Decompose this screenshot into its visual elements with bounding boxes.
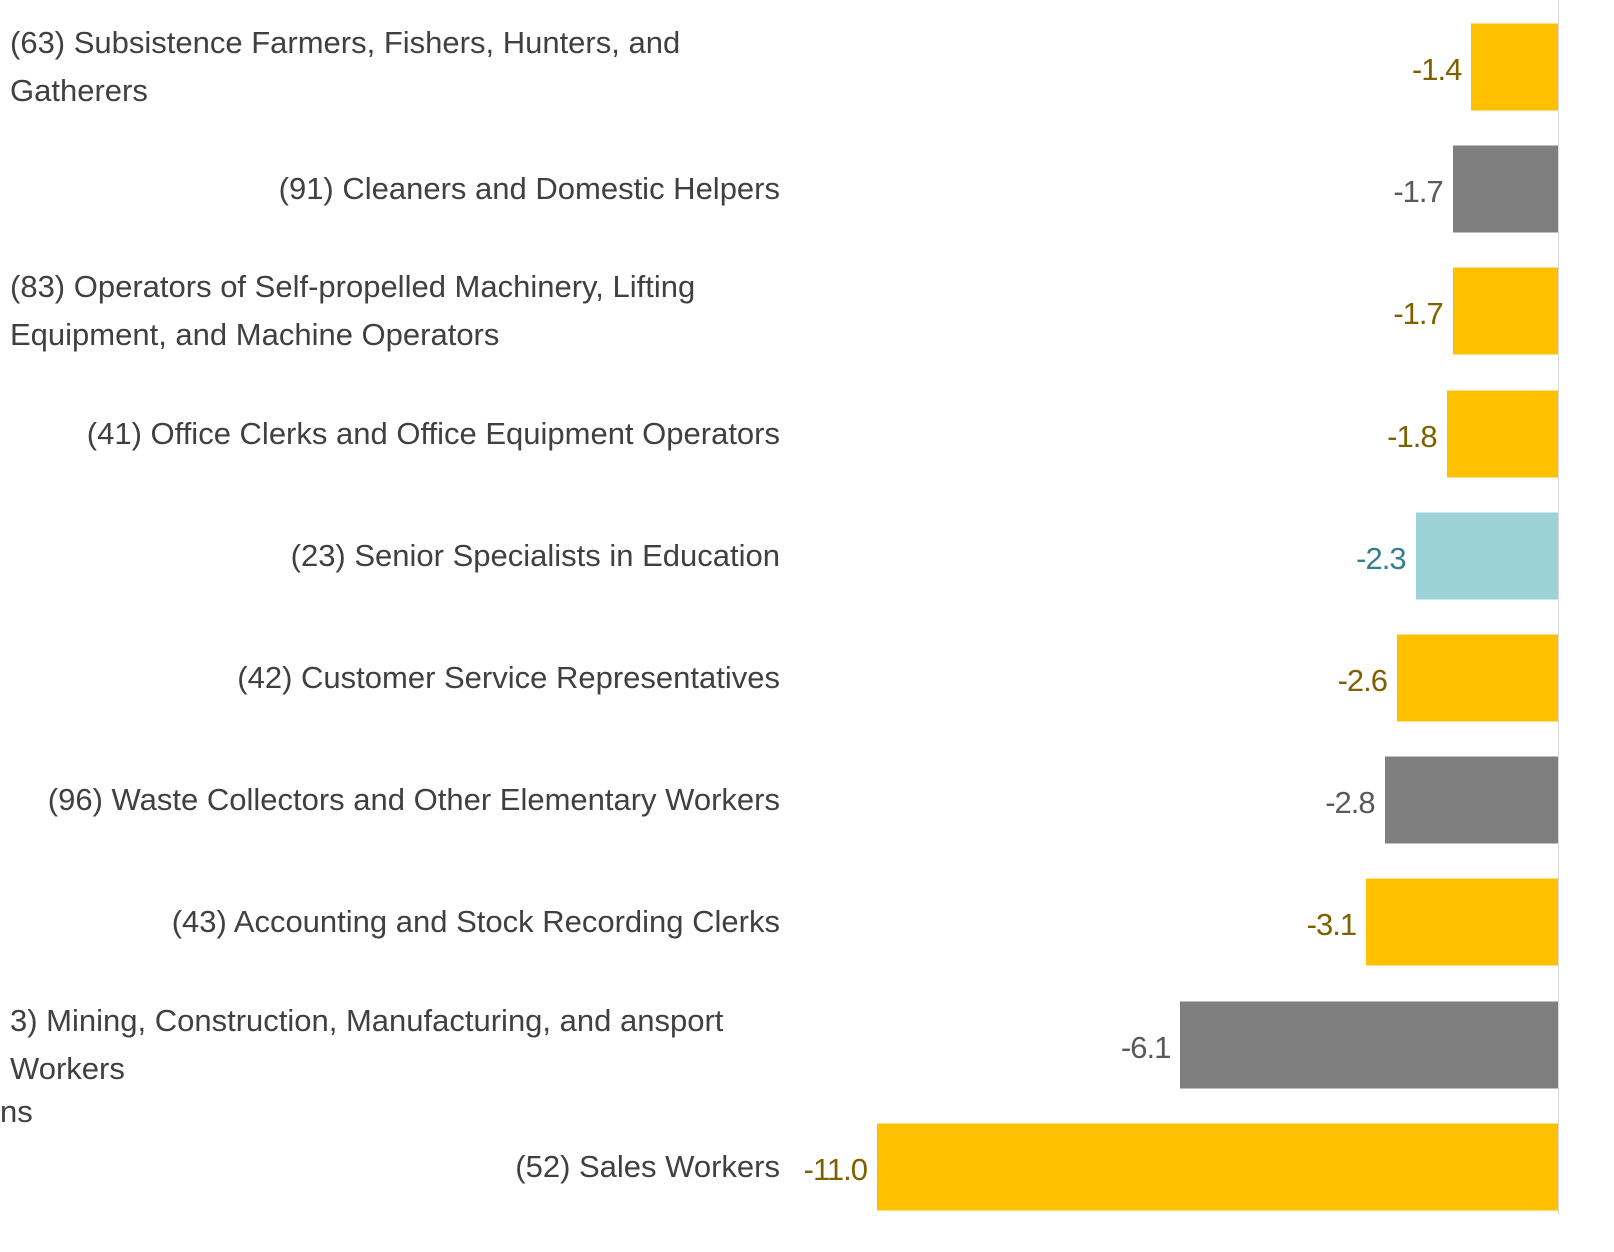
value-label: -2.6: [1337, 663, 1388, 698]
category-label: (63) Subsistence Farmers, Fishers, Hunte…: [10, 25, 681, 108]
category-label: (96) Waste Collectors and Other Elementa…: [47, 782, 780, 818]
category-label: (42) Customer Service Representatives: [237, 660, 780, 695]
category-label: (23) Senior Specialists in Education: [290, 537, 780, 573]
category-label: 3) Mining, Construction, Manufacturing, …: [10, 1002, 724, 1086]
value-label: -6.1: [1120, 1029, 1171, 1065]
bar: [1452, 267, 1558, 355]
category-label: (52) Sales Workers: [515, 1148, 780, 1184]
axis-label-fragment: ns: [0, 1094, 33, 1129]
value-label: -1.7: [1393, 174, 1443, 210]
bar: [1452, 145, 1558, 233]
bar: [1446, 390, 1558, 478]
bar: [1384, 756, 1558, 844]
value-label: -3.1: [1306, 907, 1357, 943]
value-label: -1.7: [1393, 296, 1443, 332]
value-label: -1.8: [1387, 418, 1437, 454]
value-label: -1.4: [1411, 52, 1462, 87]
category-label: (41) Office Clerks and Office Equipment …: [86, 415, 780, 451]
axis-line: [1558, 0, 1559, 1215]
category-label: (91) Cleaners and Domestic Helpers: [278, 171, 780, 207]
bar: [1415, 512, 1558, 600]
bar: [1366, 878, 1558, 966]
bar: [1180, 1001, 1558, 1089]
category-label: (43) Accounting and Stock Recording Cler…: [171, 904, 780, 940]
category-label: (83) Operators of Self-propelled Machine…: [10, 269, 696, 353]
bar: [877, 1123, 1558, 1211]
bar: [1471, 23, 1558, 111]
value-label: -11.0: [803, 1151, 868, 1187]
value-label: -2.8: [1325, 785, 1375, 821]
bar: [1397, 634, 1558, 722]
value-label: -2.3: [1356, 540, 1406, 576]
